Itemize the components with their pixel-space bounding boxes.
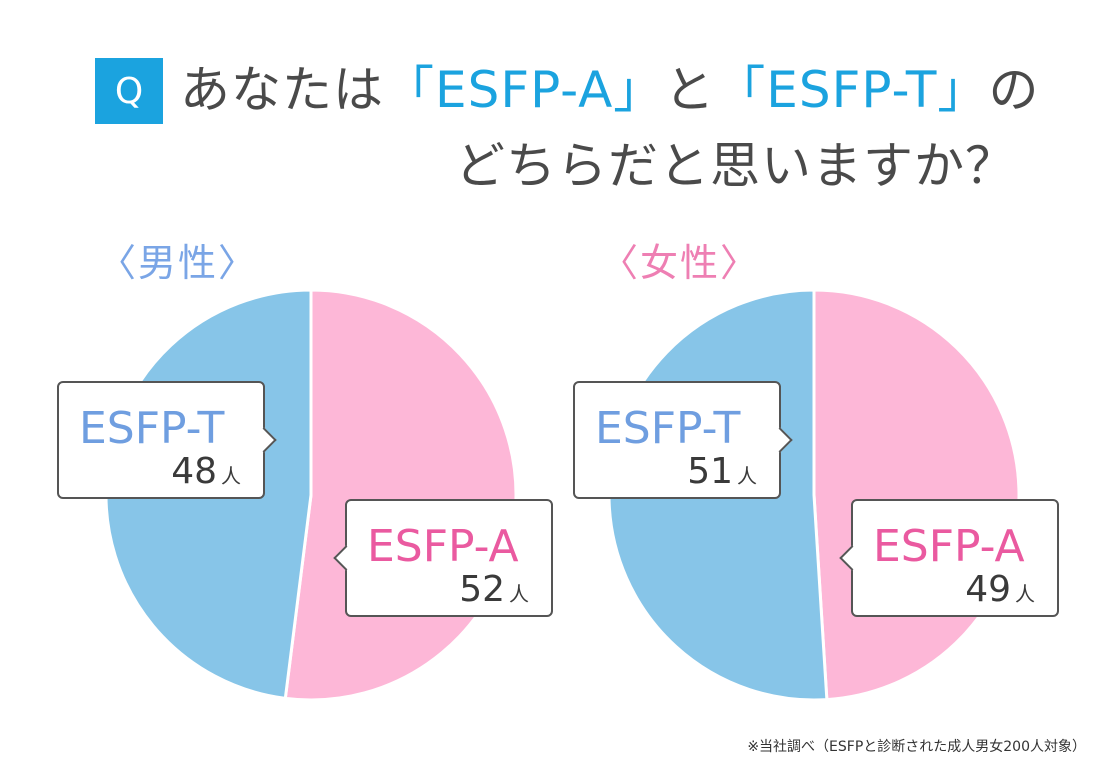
male-esfp-a-label: ESFP-A [367, 521, 519, 572]
question-suffix: の [988, 61, 1040, 119]
female-esfp-a-label: ESFP-A [873, 521, 1025, 572]
male-esfp-a-callout: ESFP-A 52 人 [333, 499, 553, 617]
female-esfp-a-count: 49 人 [965, 569, 1035, 610]
question-badge: Q [95, 58, 163, 124]
male-esfp-a-count: 52 人 [459, 569, 529, 610]
female-esfp-t-label: ESFP-T [595, 403, 741, 454]
question-option-a: 「ESFP-A」 [384, 61, 665, 119]
male-slice-esfp-a [283, 288, 518, 702]
female-esfp-t-callout: ESFP-T 51 人 [573, 381, 793, 499]
question-option-t: 「ESFP-T」 [715, 61, 989, 119]
female-slice-esfp-a [812, 288, 1021, 702]
female-chart-title: 〈女性〉 [600, 241, 761, 285]
male-esfp-t-label: ESFP-T [79, 403, 225, 454]
male-chart-title: 〈男性〉 [98, 241, 259, 285]
male-esfp-t-callout: ESFP-T 48 人 [57, 381, 277, 499]
question-line2: どちらだと思いますか？ [455, 137, 1016, 195]
question-text: あなたは「ESFP-A」と「ESFP-T」の どちらだと思いますか？ [180, 52, 1080, 204]
female-esfp-a-callout: ESFP-A 49 人 [839, 499, 1059, 617]
question-prefix: あなたは [180, 61, 384, 119]
female-esfp-t-count: 51 人 [687, 451, 757, 492]
footnote: ※当社調べ（ESFPと診断された成人男女200人対象） [747, 739, 1086, 755]
male-esfp-t-count: 48 人 [171, 451, 241, 492]
question-mid: と [664, 61, 716, 119]
